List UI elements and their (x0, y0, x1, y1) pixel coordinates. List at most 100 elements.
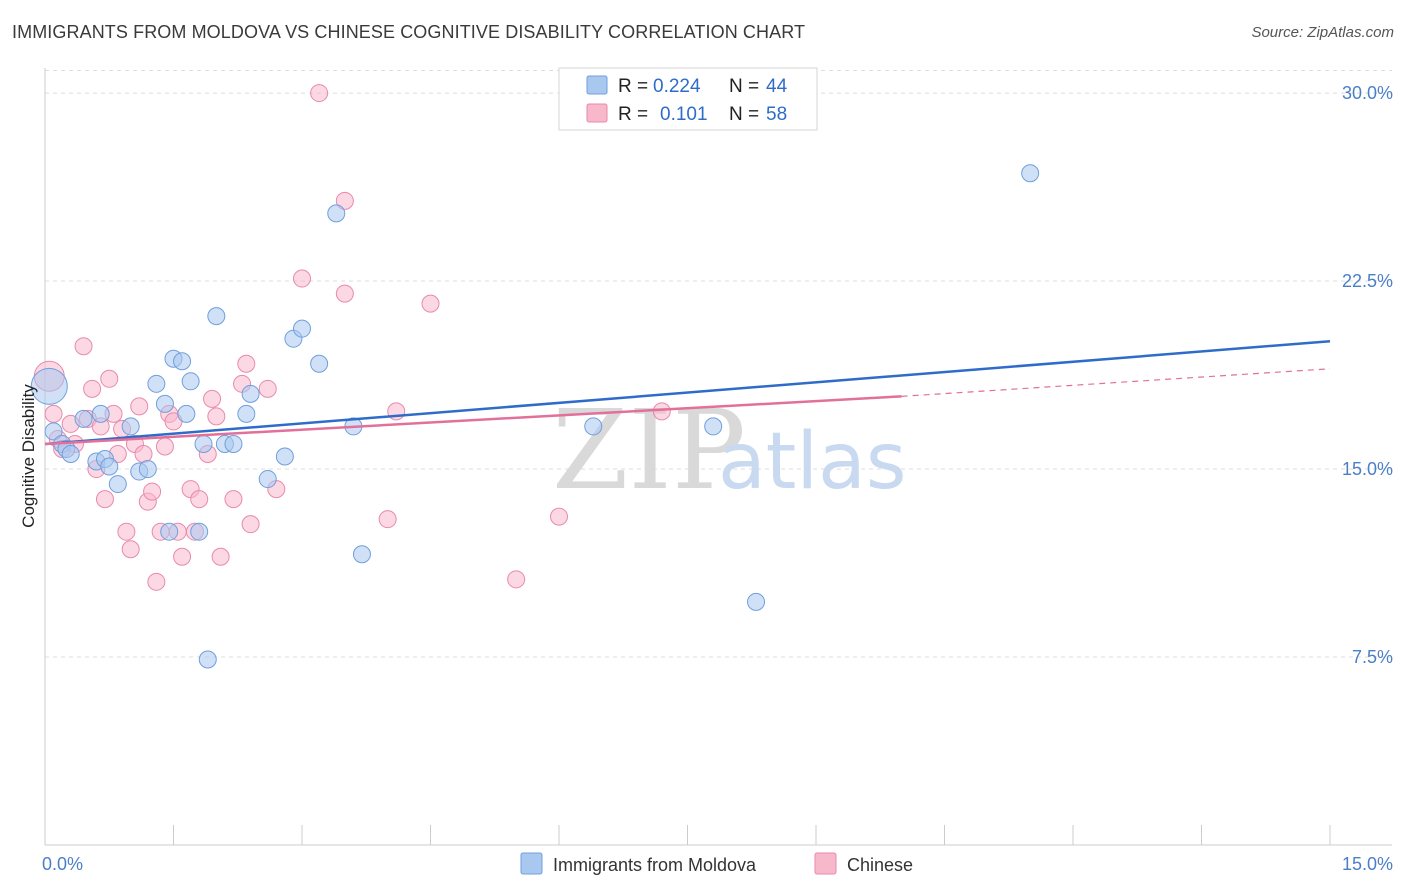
moldova-point-15 (155, 394, 174, 413)
y-tick-label-3: 30.0% (1342, 83, 1393, 103)
moldova-point-1 (44, 422, 63, 441)
legend-r-value-2: 0.101 (660, 104, 708, 125)
chinese-point-6 (74, 337, 93, 356)
top-legend: R = 0.224 N = 44 R = 0.101 N = 58 (558, 67, 818, 131)
moldova-point-34 (327, 204, 346, 223)
chinese-point-32 (190, 490, 209, 509)
chinese-point-20 (134, 444, 153, 463)
moldova-point-20 (181, 372, 200, 391)
chinese-point-8 (83, 379, 102, 398)
moldova-point-28 (241, 384, 260, 403)
moldova-point-11 (121, 417, 140, 436)
moldova-point-36 (352, 545, 371, 564)
chinese-point-34 (203, 389, 222, 408)
chinese-trend-line (44, 395, 902, 446)
chinese-point-35 (207, 407, 226, 426)
chinese-point-40 (241, 515, 260, 534)
moldova-point-7 (91, 404, 110, 423)
moldova-point-4 (61, 444, 80, 463)
legend-r-label-1: R = (618, 76, 648, 97)
legend-n-label-2: N = (729, 104, 759, 125)
bottom-legend: Immigrants from Moldova Chinese (520, 852, 913, 875)
chinese-point-23 (147, 572, 166, 591)
moldova-point-5 (74, 409, 93, 428)
chinese-point-16 (117, 522, 136, 541)
legend-swatch-moldova (586, 75, 608, 95)
moldova-point-23 (198, 650, 217, 669)
x-tick-label-0: 0.0% (42, 854, 83, 874)
chinese-point-47 (378, 510, 397, 529)
chinese-point-11 (95, 490, 114, 509)
bottom-legend-label-moldova: Immigrants from Moldova (553, 855, 757, 875)
moldova-points (30, 164, 1040, 669)
chinese-point-46 (335, 191, 354, 210)
legend-r-value-1: 0.224 (653, 76, 701, 97)
chinese-point-19 (130, 397, 149, 416)
x-tick-label-1: 15.0% (1342, 854, 1393, 874)
trend-lines (44, 339, 1331, 446)
chinese-point-50 (507, 570, 526, 589)
bottom-legend-label-chinese: Chinese (847, 855, 913, 875)
chinese-trend-line-extension (901, 368, 1331, 397)
moldova-point-13 (138, 460, 157, 479)
moldova-point-14 (147, 374, 166, 393)
legend-n-value-2: 58 (766, 104, 787, 125)
chinese-point-29 (173, 547, 192, 566)
x-tick-labels: 0.0% 15.0% (42, 854, 1393, 874)
moldova-trend-line (44, 339, 1331, 446)
moldova-point-33 (310, 354, 329, 373)
moldova-point-37 (584, 417, 603, 436)
moldova-point-40 (1021, 164, 1040, 183)
bottom-legend-swatch-moldova (520, 852, 543, 875)
chinese-point-37 (224, 490, 243, 509)
chart-title: IMMIGRANTS FROM MOLDOVA VS CHINESE COGNI… (12, 22, 806, 42)
moldova-point-39 (747, 592, 766, 611)
moldova-point-22 (194, 434, 213, 453)
moldova-point-10 (108, 475, 127, 494)
chinese-point-41 (258, 379, 277, 398)
moldova-point-26 (224, 434, 243, 453)
chinese-point-22 (143, 482, 162, 501)
moldova-point-27 (237, 404, 256, 423)
watermark: ZIP atlas (552, 386, 907, 514)
chinese-point-43 (293, 269, 311, 288)
moldova-point-9 (100, 457, 119, 476)
chinese-point-44 (310, 84, 329, 103)
moldova-point-29 (258, 470, 277, 489)
chinese-point-12 (100, 369, 119, 388)
moldova-point-38 (704, 417, 723, 436)
chinese-points (33, 84, 671, 591)
chinese-point-1 (44, 404, 63, 423)
chinese-point-25 (155, 437, 174, 456)
chinese-point-52 (652, 402, 671, 421)
moldova-point-30 (275, 447, 294, 466)
moldova-point-21 (190, 522, 209, 541)
moldova-point-19 (177, 404, 196, 423)
y-axis-title: Cognitive Disability (19, 384, 38, 528)
watermark-atlas: atlas (718, 417, 907, 507)
chinese-point-45 (335, 284, 354, 303)
source-label: Source: ZipAtlas.com (1251, 24, 1394, 41)
moldova-point-24 (207, 307, 226, 326)
legend-swatch-chinese (586, 103, 608, 123)
watermark-zip: ZIP (552, 386, 746, 514)
moldova-point-0 (30, 367, 68, 405)
y-tick-label-1: 15.0% (1342, 459, 1393, 479)
chinese-point-36 (211, 547, 230, 566)
legend-r-label-2: R = (618, 104, 648, 125)
chinese-point-51 (550, 507, 568, 526)
bottom-legend-swatch-chinese (814, 852, 837, 875)
y-tick-label-0: 7.5% (1352, 647, 1393, 667)
moldova-point-18 (173, 352, 192, 371)
moldova-point-32 (293, 319, 311, 338)
y-tick-label-2: 22.5% (1342, 271, 1393, 291)
moldova-point-16 (160, 522, 179, 541)
chinese-point-49 (421, 294, 440, 313)
legend-n-label-1: N = (729, 76, 759, 97)
axes (44, 68, 1392, 846)
y-tick-labels: 7.5% 15.0% 22.5% 30.0% (1342, 83, 1393, 667)
chinese-point-39 (237, 354, 256, 373)
legend-n-value-1: 44 (766, 76, 788, 97)
chinese-point-17 (121, 540, 140, 559)
